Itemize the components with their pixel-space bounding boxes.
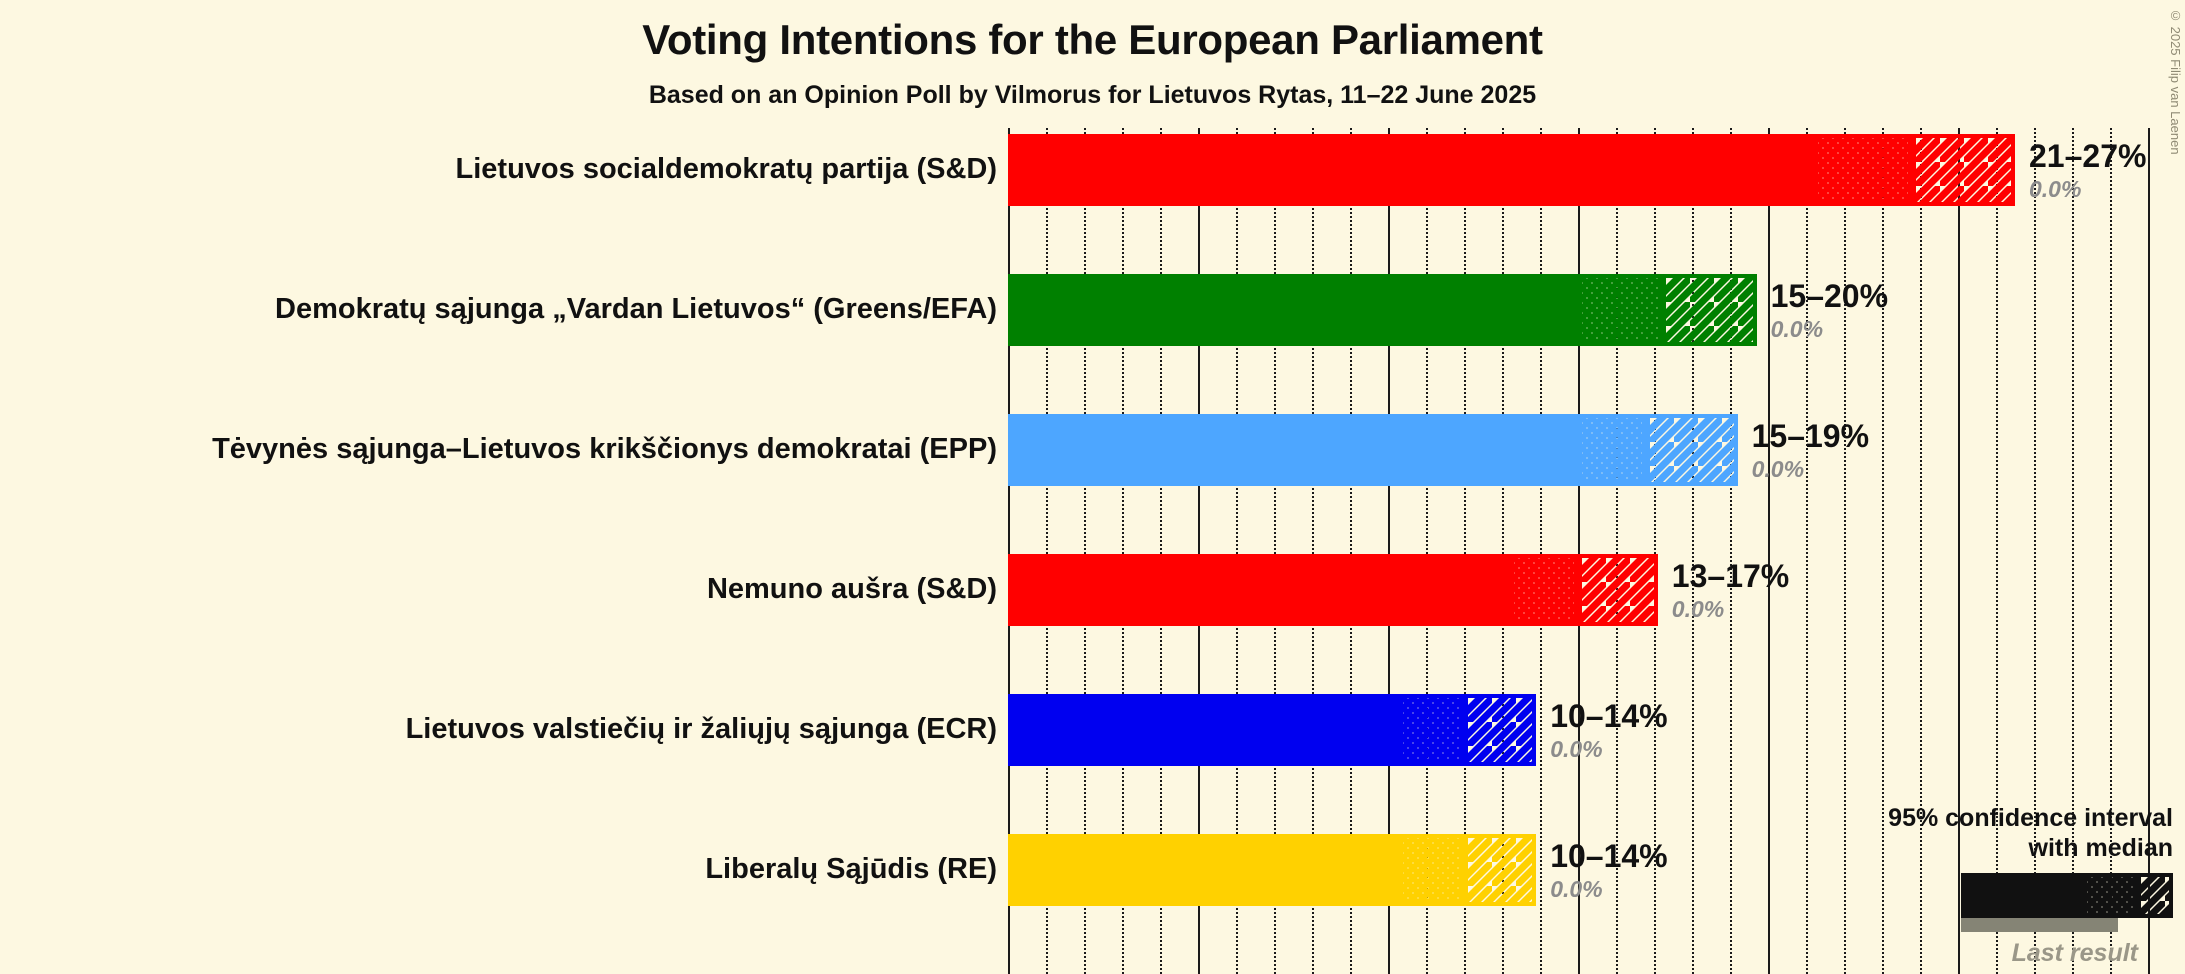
bar-segment-solid	[1008, 414, 1578, 486]
gridline-minor	[1426, 128, 1428, 974]
interval-range-label: 15–19%	[1751, 418, 1870, 454]
gridline-minor	[1084, 128, 1086, 974]
legend-segment-diagonal	[2137, 873, 2173, 918]
gridline-minor	[1312, 128, 1314, 974]
party-label: Lietuvos socialdemokratų partija (S&D)	[455, 153, 997, 185]
bar-segment-solid	[1008, 834, 1400, 906]
gridline-minor	[1882, 128, 1884, 974]
chart-subtitle: Based on an Opinion Poll by Vilmorus for…	[648, 81, 1537, 109]
bar-segment-diagonal	[1661, 274, 1757, 346]
interval-range-label: 10–14%	[1550, 698, 1668, 734]
last-result-label: 0.0%	[1550, 876, 1603, 902]
gridline-minor	[1502, 128, 1504, 974]
gridline-minor	[1920, 128, 1922, 974]
gridline-minor	[1236, 128, 1238, 974]
confidence-interval-bar[interactable]	[1008, 274, 1757, 346]
gridline-major	[1768, 128, 1770, 974]
gridline-minor	[1274, 128, 1276, 974]
party-label: Lietuvos valstiečių ir žaliųjų sąjunga (…	[405, 713, 997, 745]
gridline-minor	[1122, 128, 1124, 974]
plot-area: Lietuvos socialdemokratų partija (S&D) 21…	[212, 128, 2185, 974]
gridline-major	[2148, 128, 2150, 974]
bar-segment-crosshatch	[1578, 414, 1647, 486]
gridline-minor	[1730, 128, 1732, 974]
interval-range-label: 15–20%	[1770, 278, 1889, 314]
gridline-major	[1578, 128, 1580, 974]
gridline-minor	[2034, 128, 2036, 974]
gridline-minor	[1160, 128, 1162, 974]
party-label: Nemuno aušra (S&D)	[706, 573, 997, 605]
value-block: 10–14% 0.0%	[1550, 700, 1667, 761]
gridline-minor	[1350, 128, 1352, 974]
legend-title-line2: with median	[2028, 833, 2173, 862]
bar-segment-crosshatch	[1509, 554, 1578, 626]
value-block: 10–14% 0.0%	[1550, 840, 1667, 901]
last-result-label: 0.0%	[1751, 456, 1805, 482]
gridline-major	[1008, 128, 1010, 974]
gridline-major	[1198, 128, 1200, 974]
confidence-interval-bar[interactable]	[1008, 694, 1537, 766]
gridline-minor	[1654, 128, 1656, 974]
bar-segment-diagonal	[1912, 134, 2015, 206]
bar-segment-diagonal	[1464, 834, 1537, 906]
legend-last-result-label: Last result	[2011, 939, 2138, 967]
gridline-minor	[1806, 128, 1808, 974]
legend-segment-crosshatch	[2083, 873, 2137, 918]
bar-segment-crosshatch	[1399, 694, 1464, 766]
bar-segment-diagonal	[1578, 554, 1658, 626]
bar-segment-diagonal	[1646, 414, 1738, 486]
legend-interval-bar	[1961, 873, 2173, 918]
interval-range-label: 21–27%	[2029, 138, 2147, 174]
legend: 95% confidence interval with median Last…	[1823, 804, 2173, 968]
gridline-minor	[1540, 128, 1542, 974]
confidence-interval-bar[interactable]	[1008, 554, 1658, 626]
gridline-minor	[1464, 128, 1466, 974]
bar-segment-crosshatch	[1813, 134, 1913, 206]
gridline-minor	[1996, 128, 1998, 974]
bar-segment-solid	[1008, 134, 1814, 206]
last-result-label: 0.0%	[1550, 736, 1603, 762]
value-block: 15–19% 0.0%	[1752, 420, 1869, 481]
bar-segment-solid	[1008, 694, 1400, 766]
value-block: 21–27% 0.0%	[2029, 140, 2146, 201]
gridline-minor	[1046, 128, 1048, 974]
confidence-interval-bar[interactable]	[1008, 834, 1537, 906]
bar-segment-crosshatch	[1399, 834, 1464, 906]
party-label: Demokratų sąjunga „Vardan Lietuvos“ (Gre…	[275, 293, 997, 325]
party-label: Tėvynės sąjunga–Lietuvos krikščionys dem…	[212, 433, 997, 465]
last-result-label: 0.0%	[1671, 596, 1725, 622]
interval-range-label: 10–14%	[1550, 838, 1668, 874]
legend-title-line1: 95% confidence interval	[1888, 804, 2173, 832]
party-label: Liberalų Sąjūdis (RE)	[705, 853, 997, 885]
confidence-interval-bar[interactable]	[1008, 414, 1738, 486]
value-block: 15–20% 0.0%	[1771, 280, 1888, 341]
gridline-minor	[2110, 128, 2112, 974]
bar-segment-crosshatch	[1578, 274, 1662, 346]
bar-segment-diagonal	[1464, 694, 1537, 766]
gridline-major	[1958, 128, 1960, 974]
last-result-label: 0.0%	[2029, 176, 2082, 202]
bar-segment-solid	[1008, 554, 1510, 626]
gridline-minor	[1844, 128, 1846, 974]
gridline-minor	[1692, 128, 1694, 974]
value-block: 13–17% 0.0%	[1672, 560, 1789, 621]
bar-segment-solid	[1008, 274, 1578, 346]
legend-segment-solid	[1961, 873, 2083, 918]
gridline-minor	[1616, 128, 1618, 974]
interval-range-label: 13–17%	[1671, 558, 1790, 594]
confidence-interval-bar[interactable]	[1008, 134, 2015, 206]
legend-last-result-bar	[1961, 918, 2118, 932]
gridline-minor	[2072, 128, 2074, 974]
last-result-label: 0.0%	[1770, 316, 1824, 342]
gridline-major	[1388, 128, 1390, 974]
copyright-notice: © 2025 Filip van Laenen	[2168, 8, 2183, 155]
page-title: Voting Intentions for the European Parli…	[642, 16, 1543, 63]
